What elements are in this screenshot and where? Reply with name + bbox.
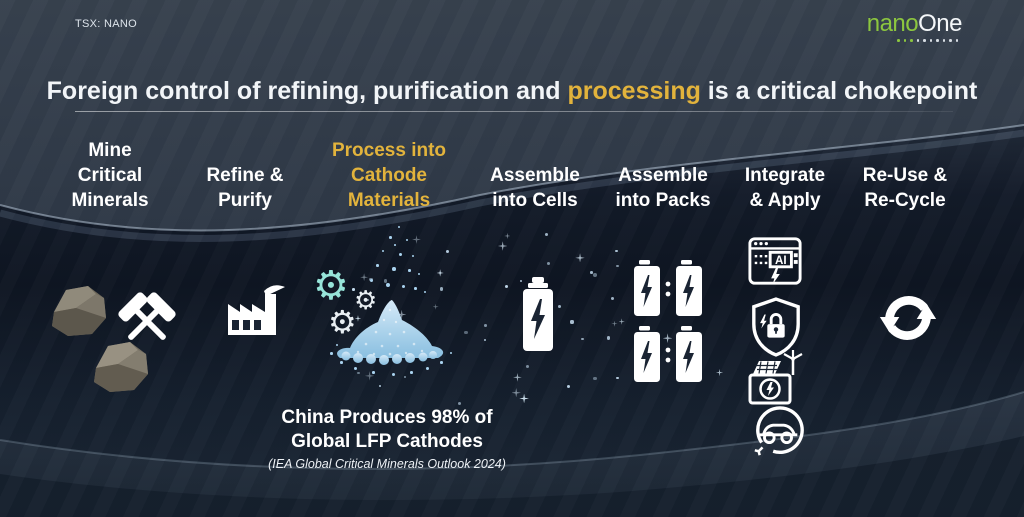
svg-text:AI: AI xyxy=(775,255,787,267)
caption-source: (IEA Global Critical Minerals Outlook 20… xyxy=(268,456,506,471)
title-underline xyxy=(75,111,953,112)
ai-server-icon: AI xyxy=(747,232,803,290)
title-pre: Foreign control of refining, purificatio… xyxy=(46,77,568,105)
stage-assemble-cells: Assemble into Cells xyxy=(490,164,580,211)
title-post: is a critical chokepoint xyxy=(700,77,978,105)
stage-assemble-packs: Assemble into Packs xyxy=(615,164,711,211)
battery-cell-icon xyxy=(520,277,556,353)
gear-icon: ⚙︎ xyxy=(328,303,357,341)
stage-refine-purify: Refine & Purify xyxy=(206,164,284,211)
recycle-arrows-icon xyxy=(876,286,940,350)
factory-icon xyxy=(222,283,286,345)
gear-icon: ⚙︎ xyxy=(313,263,349,309)
caption-block: China Produces 98% of Global LFP Cathode… xyxy=(217,406,557,471)
title-highlight: processing xyxy=(567,77,701,105)
gear-icon: ⚙︎ xyxy=(354,286,378,316)
stage-mine-critical-minerals: Mine Critical Minerals xyxy=(71,139,149,211)
stage-reuse-recycle: Re-Use & Re-Cycle xyxy=(862,164,948,211)
stage-integrate-apply: Integrate & Apply xyxy=(744,164,826,211)
caption-headline: China Produces 98% of Global LFP Cathode… xyxy=(281,407,493,452)
crossed-hammers-icon xyxy=(112,286,182,356)
renewable-storage-icon xyxy=(744,350,806,406)
electric-vehicle-icon xyxy=(750,404,806,458)
logo-text-one: One xyxy=(918,10,962,37)
nano-one-logo: nanoOne xyxy=(867,10,962,42)
page-title: Foreign control of refining, purificatio… xyxy=(0,77,1024,106)
stage-process-cathode-materials: Process into Cathode Materials xyxy=(331,139,447,211)
cathode-powder-pile-icon xyxy=(334,292,446,366)
battery-pack-icon xyxy=(632,260,704,386)
ticker-label: TSX: NANO xyxy=(75,18,137,30)
logo-text-nano: nano xyxy=(866,10,919,37)
rocks-icon xyxy=(44,280,156,396)
logo-dots xyxy=(867,39,962,42)
security-shield-icon xyxy=(749,296,803,358)
